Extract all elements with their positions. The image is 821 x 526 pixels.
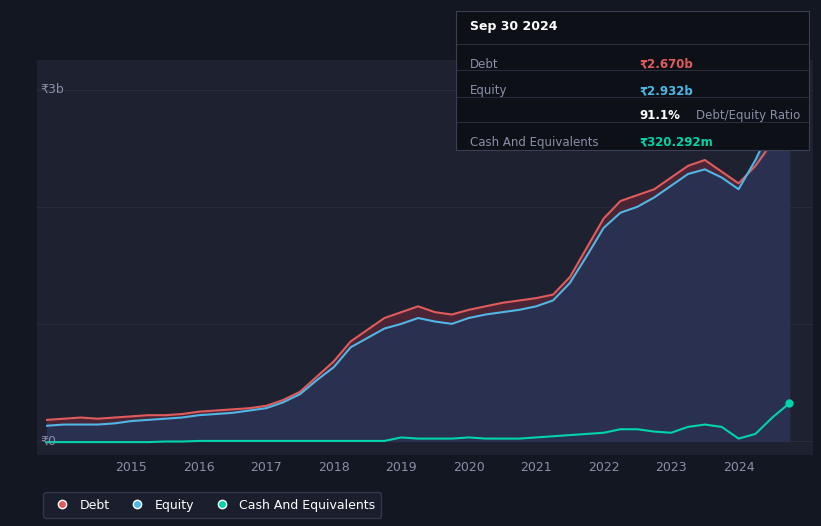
Text: ₹3b: ₹3b — [40, 83, 64, 96]
Text: ₹2.670b: ₹2.670b — [640, 58, 693, 71]
Text: ₹2.932b: ₹2.932b — [640, 84, 693, 97]
Text: Cash And Equivalents: Cash And Equivalents — [470, 136, 599, 149]
Legend: Debt, Equity, Cash And Equivalents: Debt, Equity, Cash And Equivalents — [44, 492, 382, 518]
Text: Equity: Equity — [470, 84, 507, 97]
Text: 91.1%: 91.1% — [640, 109, 680, 123]
Text: ₹320.292m: ₹320.292m — [640, 136, 713, 149]
Text: Debt: Debt — [470, 58, 498, 71]
Text: Debt/Equity Ratio: Debt/Equity Ratio — [695, 109, 800, 123]
Text: Sep 30 2024: Sep 30 2024 — [470, 21, 557, 33]
Text: ₹0: ₹0 — [40, 434, 57, 448]
